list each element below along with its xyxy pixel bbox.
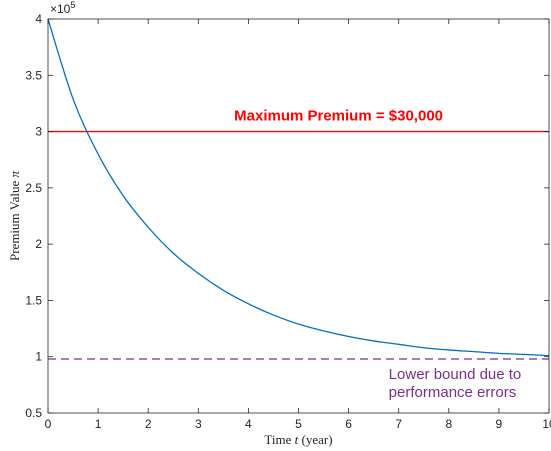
- x-tick-label: 2: [145, 417, 152, 431]
- y-tick-label: 4: [35, 12, 42, 26]
- premium-value-series-line: [47, 18, 550, 357]
- y-exponent-label: ×105: [50, 0, 75, 16]
- x-tick-label: 9: [496, 417, 503, 431]
- x-tick-label: 4: [245, 417, 252, 431]
- y-tick-label: 3.5: [25, 68, 42, 82]
- y-tick-label: 2.5: [25, 181, 42, 195]
- maximum-premium-annotation: Maximum Premium = $30,000: [234, 107, 443, 124]
- plot-area: [48, 19, 549, 413]
- x-axis-label: Time t (year): [264, 432, 332, 447]
- y-tick-label: 0.5: [25, 406, 42, 420]
- y-tick-label: 3: [35, 125, 42, 139]
- x-tick-label: 1: [95, 417, 102, 431]
- y-tick-label: 1: [35, 350, 42, 364]
- x-tick-label: 8: [445, 417, 452, 431]
- y-tick-label: 2: [35, 237, 42, 251]
- x-tick-label: 0: [45, 417, 52, 431]
- x-tick-label: 3: [195, 417, 202, 431]
- x-tick-label: 10: [542, 417, 551, 431]
- x-tick-label: 6: [345, 417, 352, 431]
- lower-bound-annotation-line: Lower bound due to: [389, 366, 522, 383]
- y-axis-label: Premium Value π: [7, 170, 22, 261]
- lower-bound-annotation: Lower bound due to performance errors: [389, 366, 522, 401]
- lower-bound-annotation-line: performance errors: [389, 384, 517, 401]
- x-tick-label: 5: [295, 417, 302, 431]
- x-tick-label: 7: [395, 417, 402, 431]
- y-tick-label: 1.5: [25, 293, 42, 307]
